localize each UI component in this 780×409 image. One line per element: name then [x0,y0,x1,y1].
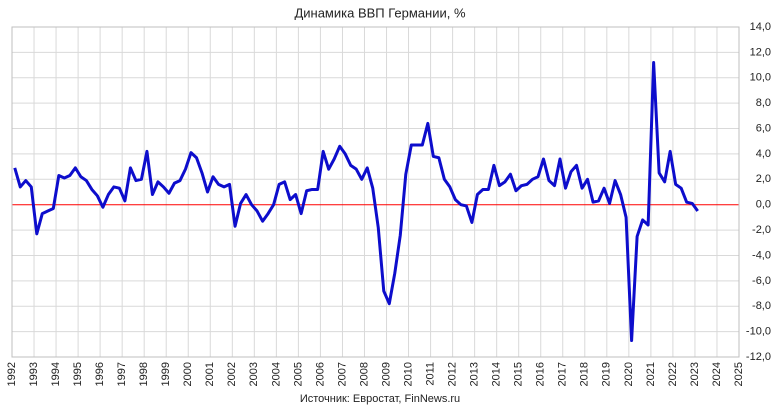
y-tick-label: -8,0 [752,300,771,312]
x-tick-label: 2019 [601,362,613,386]
x-tick-label: 2007 [336,362,348,386]
x-tick-label: 2004 [270,362,282,386]
x-tick-label: 1997 [116,362,128,386]
x-tick-label: 2009 [380,362,392,386]
x-tick-label: 1996 [94,362,106,386]
y-tick-label: -4,0 [752,249,771,261]
x-tick-label: 2020 [623,362,635,386]
x-tick-label: 2003 [248,362,260,386]
x-tick-label: 2021 [645,362,657,386]
x-tick-label: 2011 [424,362,436,386]
x-tick-label: 2018 [579,362,591,386]
y-tick-label: 12,0 [750,46,771,58]
source-note: Источник: Евростат, FinNews.ru [300,393,460,405]
x-tick-label: 2012 [447,362,459,386]
x-tick-label: 2016 [535,362,547,386]
x-tick-label: 2015 [513,362,525,386]
line-series [13,61,699,342]
x-tick-label: 1994 [50,362,62,386]
plot-frame [11,26,740,358]
y-tick-label: -10,0 [746,326,771,338]
x-tick-label: 2017 [557,362,569,386]
x-tick-label: 2024 [711,362,723,386]
y-tick-label: -6,0 [752,275,771,287]
x-tick-label: 2008 [358,362,370,386]
y-tick-label: -2,0 [752,224,771,236]
y-tick-label: 0,0 [756,199,771,211]
x-tick-label: 1992 [6,362,18,386]
x-tick-label: 2023 [689,362,701,386]
y-tick-label: 4,0 [756,148,771,160]
x-tick-label: 1999 [160,362,172,386]
y-tick-label: 2,0 [756,173,771,185]
x-tick-label: 2014 [491,362,503,386]
x-tick-label: 1993 [28,362,40,386]
x-tick-label: 2006 [314,362,326,386]
x-tick-label: 2005 [292,362,304,386]
x-tick-label: 2000 [182,362,194,386]
x-tick-label: 2025 [733,362,745,386]
x-tick-label: 1998 [138,362,150,386]
x-tick-label: 2022 [667,362,679,386]
y-tick-label: 8,0 [756,97,771,109]
y-tick-label: 10,0 [750,72,771,84]
x-tick-label: 2001 [204,362,216,386]
x-tick-label: 2010 [402,362,414,386]
y-tick-label: 14,0 [750,21,771,33]
y-tick-label: 6,0 [756,122,771,134]
chart-title: Динамика ВВП Германии, % [294,5,466,20]
x-tick-label: 2002 [226,362,238,386]
x-tick-label: 1995 [72,362,84,386]
y-tick-label: -12,0 [746,351,771,363]
x-tick-label: 2013 [469,362,481,386]
